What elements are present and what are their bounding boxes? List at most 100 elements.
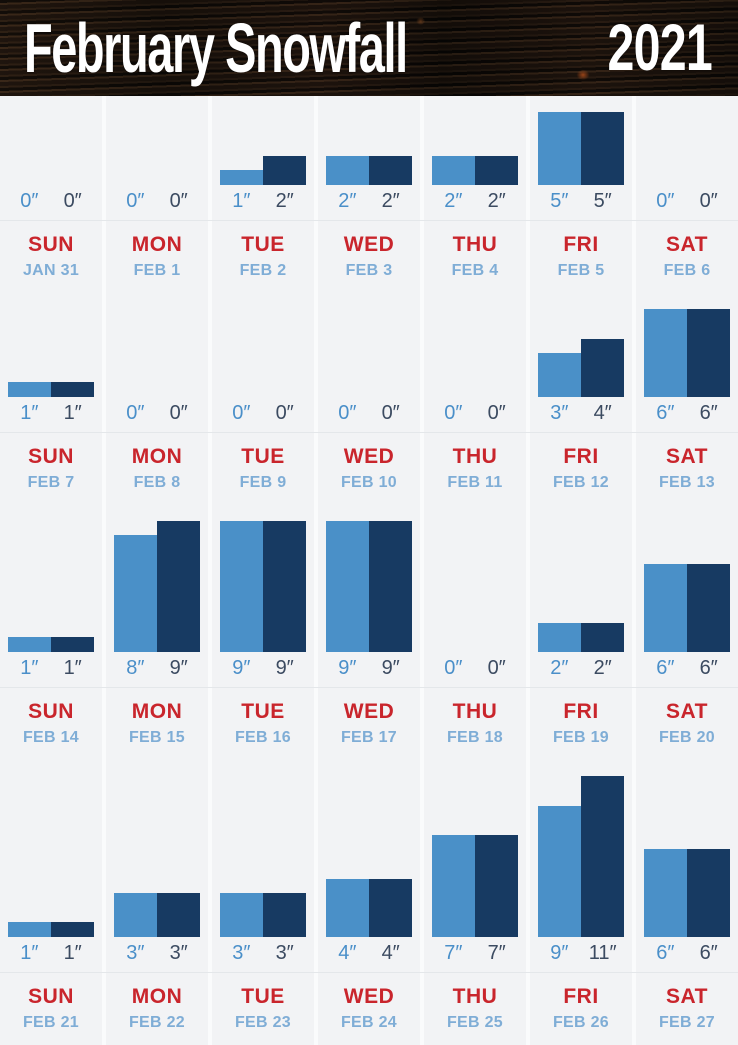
snow-value-dark: 6″ bbox=[699, 657, 718, 679]
bar-pair bbox=[325, 879, 413, 937]
day-cell: 9″ 11″ bbox=[530, 760, 632, 972]
snow-value-light: 5″ bbox=[550, 190, 569, 212]
snow-value-dark: 0″ bbox=[63, 190, 82, 212]
snow-value-dark: 4″ bbox=[381, 942, 400, 964]
snow-bar-dark bbox=[157, 893, 201, 937]
snow-value-light: 0″ bbox=[444, 402, 463, 424]
day-name: FRI bbox=[563, 233, 599, 256]
snow-value-light: 8″ bbox=[126, 657, 145, 679]
value-row-inner: 0″ 0″ bbox=[432, 657, 519, 680]
snow-bar-dark bbox=[475, 156, 519, 185]
value-row: 2″ 2″ bbox=[530, 652, 632, 687]
snow-bar-light bbox=[113, 893, 157, 937]
snow-value-dark: 9″ bbox=[169, 657, 188, 679]
day-cell: 7″ 7″ bbox=[424, 760, 526, 972]
snow-value-light: 9″ bbox=[338, 657, 357, 679]
value-row-inner: 0″ 0″ bbox=[8, 190, 95, 213]
snow-value-light: 4″ bbox=[338, 942, 357, 964]
day-name: WED bbox=[343, 445, 395, 468]
day-date: FEB 21 bbox=[22, 1014, 80, 1031]
snow-bar-dark bbox=[581, 339, 625, 397]
week-names-grid: SUN JAN 31 MON FEB 1 TUE FEB 2 WED FEB 3 THU FEB … bbox=[0, 221, 738, 293]
day-name: TUE bbox=[241, 700, 285, 723]
day-date: FEB 1 bbox=[133, 262, 181, 279]
day-date: FEB 17 bbox=[340, 729, 398, 746]
value-row-inner: 3″ 3″ bbox=[220, 942, 307, 965]
day-cell: 1″ 1″ bbox=[0, 760, 102, 972]
bar-group bbox=[212, 96, 314, 185]
bar-pair bbox=[643, 309, 731, 397]
snow-value-dark: 3″ bbox=[275, 942, 294, 964]
value-row-inner: 0″ 0″ bbox=[114, 402, 201, 425]
snow-value-dark: 1″ bbox=[63, 942, 82, 964]
day-label-cell: TUE FEB 2 bbox=[212, 221, 314, 293]
day-cell: 2″ 2″ bbox=[530, 505, 632, 687]
snow-value-light: 2″ bbox=[444, 190, 463, 212]
value-row-inner: 1″ 2″ bbox=[220, 190, 307, 213]
value-row: 6″ 6″ bbox=[636, 397, 738, 432]
week-separator-line bbox=[0, 972, 738, 973]
value-row: 5″ 5″ bbox=[530, 185, 632, 220]
day-label-cell: SUN FEB 14 bbox=[0, 688, 102, 760]
snow-value-dark: 2″ bbox=[487, 190, 506, 212]
week-separator-line bbox=[0, 432, 738, 433]
bar-pair bbox=[537, 339, 625, 397]
snow-bar-light bbox=[7, 637, 51, 652]
snow-bar-light bbox=[431, 835, 475, 937]
value-row-inner: 9″ 11″ bbox=[538, 942, 625, 965]
bar-group bbox=[0, 293, 102, 397]
value-row: 2″ 2″ bbox=[318, 185, 420, 220]
bar-pair bbox=[537, 776, 625, 937]
day-cell: 9″ 9″ bbox=[212, 505, 314, 687]
snow-bar-light bbox=[431, 156, 475, 185]
snow-value-light: 0″ bbox=[126, 402, 145, 424]
day-cell: 0″ 0″ bbox=[424, 293, 526, 432]
value-row-inner: 2″ 2″ bbox=[538, 657, 625, 680]
snow-value-dark: 1″ bbox=[63, 657, 82, 679]
value-row-inner: 1″ 1″ bbox=[8, 657, 95, 680]
snow-bar-dark bbox=[263, 156, 307, 185]
day-name: TUE bbox=[241, 233, 285, 256]
day-label-cell: MON FEB 1 bbox=[106, 221, 208, 293]
day-name: TUE bbox=[241, 445, 285, 468]
snow-bar-dark bbox=[369, 521, 413, 652]
day-name: TUE bbox=[241, 985, 285, 1008]
day-cell: 9″ 9″ bbox=[318, 505, 420, 687]
day-label-cell: MON FEB 8 bbox=[106, 433, 208, 505]
bar-group bbox=[530, 293, 632, 397]
value-row: 0″ 0″ bbox=[106, 397, 208, 432]
bar-group bbox=[212, 505, 314, 652]
snow-bar-dark bbox=[581, 112, 625, 185]
bar-group bbox=[424, 505, 526, 652]
snow-value-light: 2″ bbox=[338, 190, 357, 212]
day-name: THU bbox=[452, 700, 498, 723]
value-row-inner: 6″ 6″ bbox=[644, 402, 731, 425]
snow-bar-dark bbox=[687, 309, 731, 397]
value-row: 1″ 1″ bbox=[0, 397, 102, 432]
bar-pair bbox=[113, 521, 201, 652]
snow-bar-light bbox=[7, 382, 51, 397]
value-row-inner: 3″ 4″ bbox=[538, 402, 625, 425]
snow-value-dark: 6″ bbox=[699, 942, 718, 964]
value-row: 8″ 9″ bbox=[106, 652, 208, 687]
value-row-inner: 0″ 0″ bbox=[326, 402, 413, 425]
day-label-cell: TUE FEB 16 bbox=[212, 688, 314, 760]
value-row-inner: 8″ 9″ bbox=[114, 657, 201, 680]
page-year: 2021 bbox=[607, 11, 713, 85]
day-cell: 0″ 0″ bbox=[212, 293, 314, 432]
snow-bar-light bbox=[113, 535, 157, 652]
day-name: THU bbox=[452, 445, 498, 468]
snow-value-light: 1″ bbox=[20, 657, 39, 679]
snow-value-light: 0″ bbox=[656, 190, 675, 212]
day-label-cell: TUE FEB 9 bbox=[212, 433, 314, 505]
value-row: 0″ 0″ bbox=[318, 397, 420, 432]
day-date: FEB 8 bbox=[133, 474, 181, 491]
day-cell: 3″ 4″ bbox=[530, 293, 632, 432]
day-label-cell: SAT FEB 27 bbox=[636, 973, 738, 1045]
bar-group bbox=[0, 760, 102, 937]
day-date: FEB 4 bbox=[451, 262, 499, 279]
day-label-cell: WED FEB 17 bbox=[318, 688, 420, 760]
week-row-4: 1″ 1″ 3″ 3″ 3″ 3″ 4″ 4″ 7″ 7″ 9″ 11″ 6″ 6″ SUN FEB 21 MO… bbox=[0, 760, 738, 1045]
snow-value-dark: 6″ bbox=[699, 402, 718, 424]
day-date: FEB 26 bbox=[552, 1014, 610, 1031]
